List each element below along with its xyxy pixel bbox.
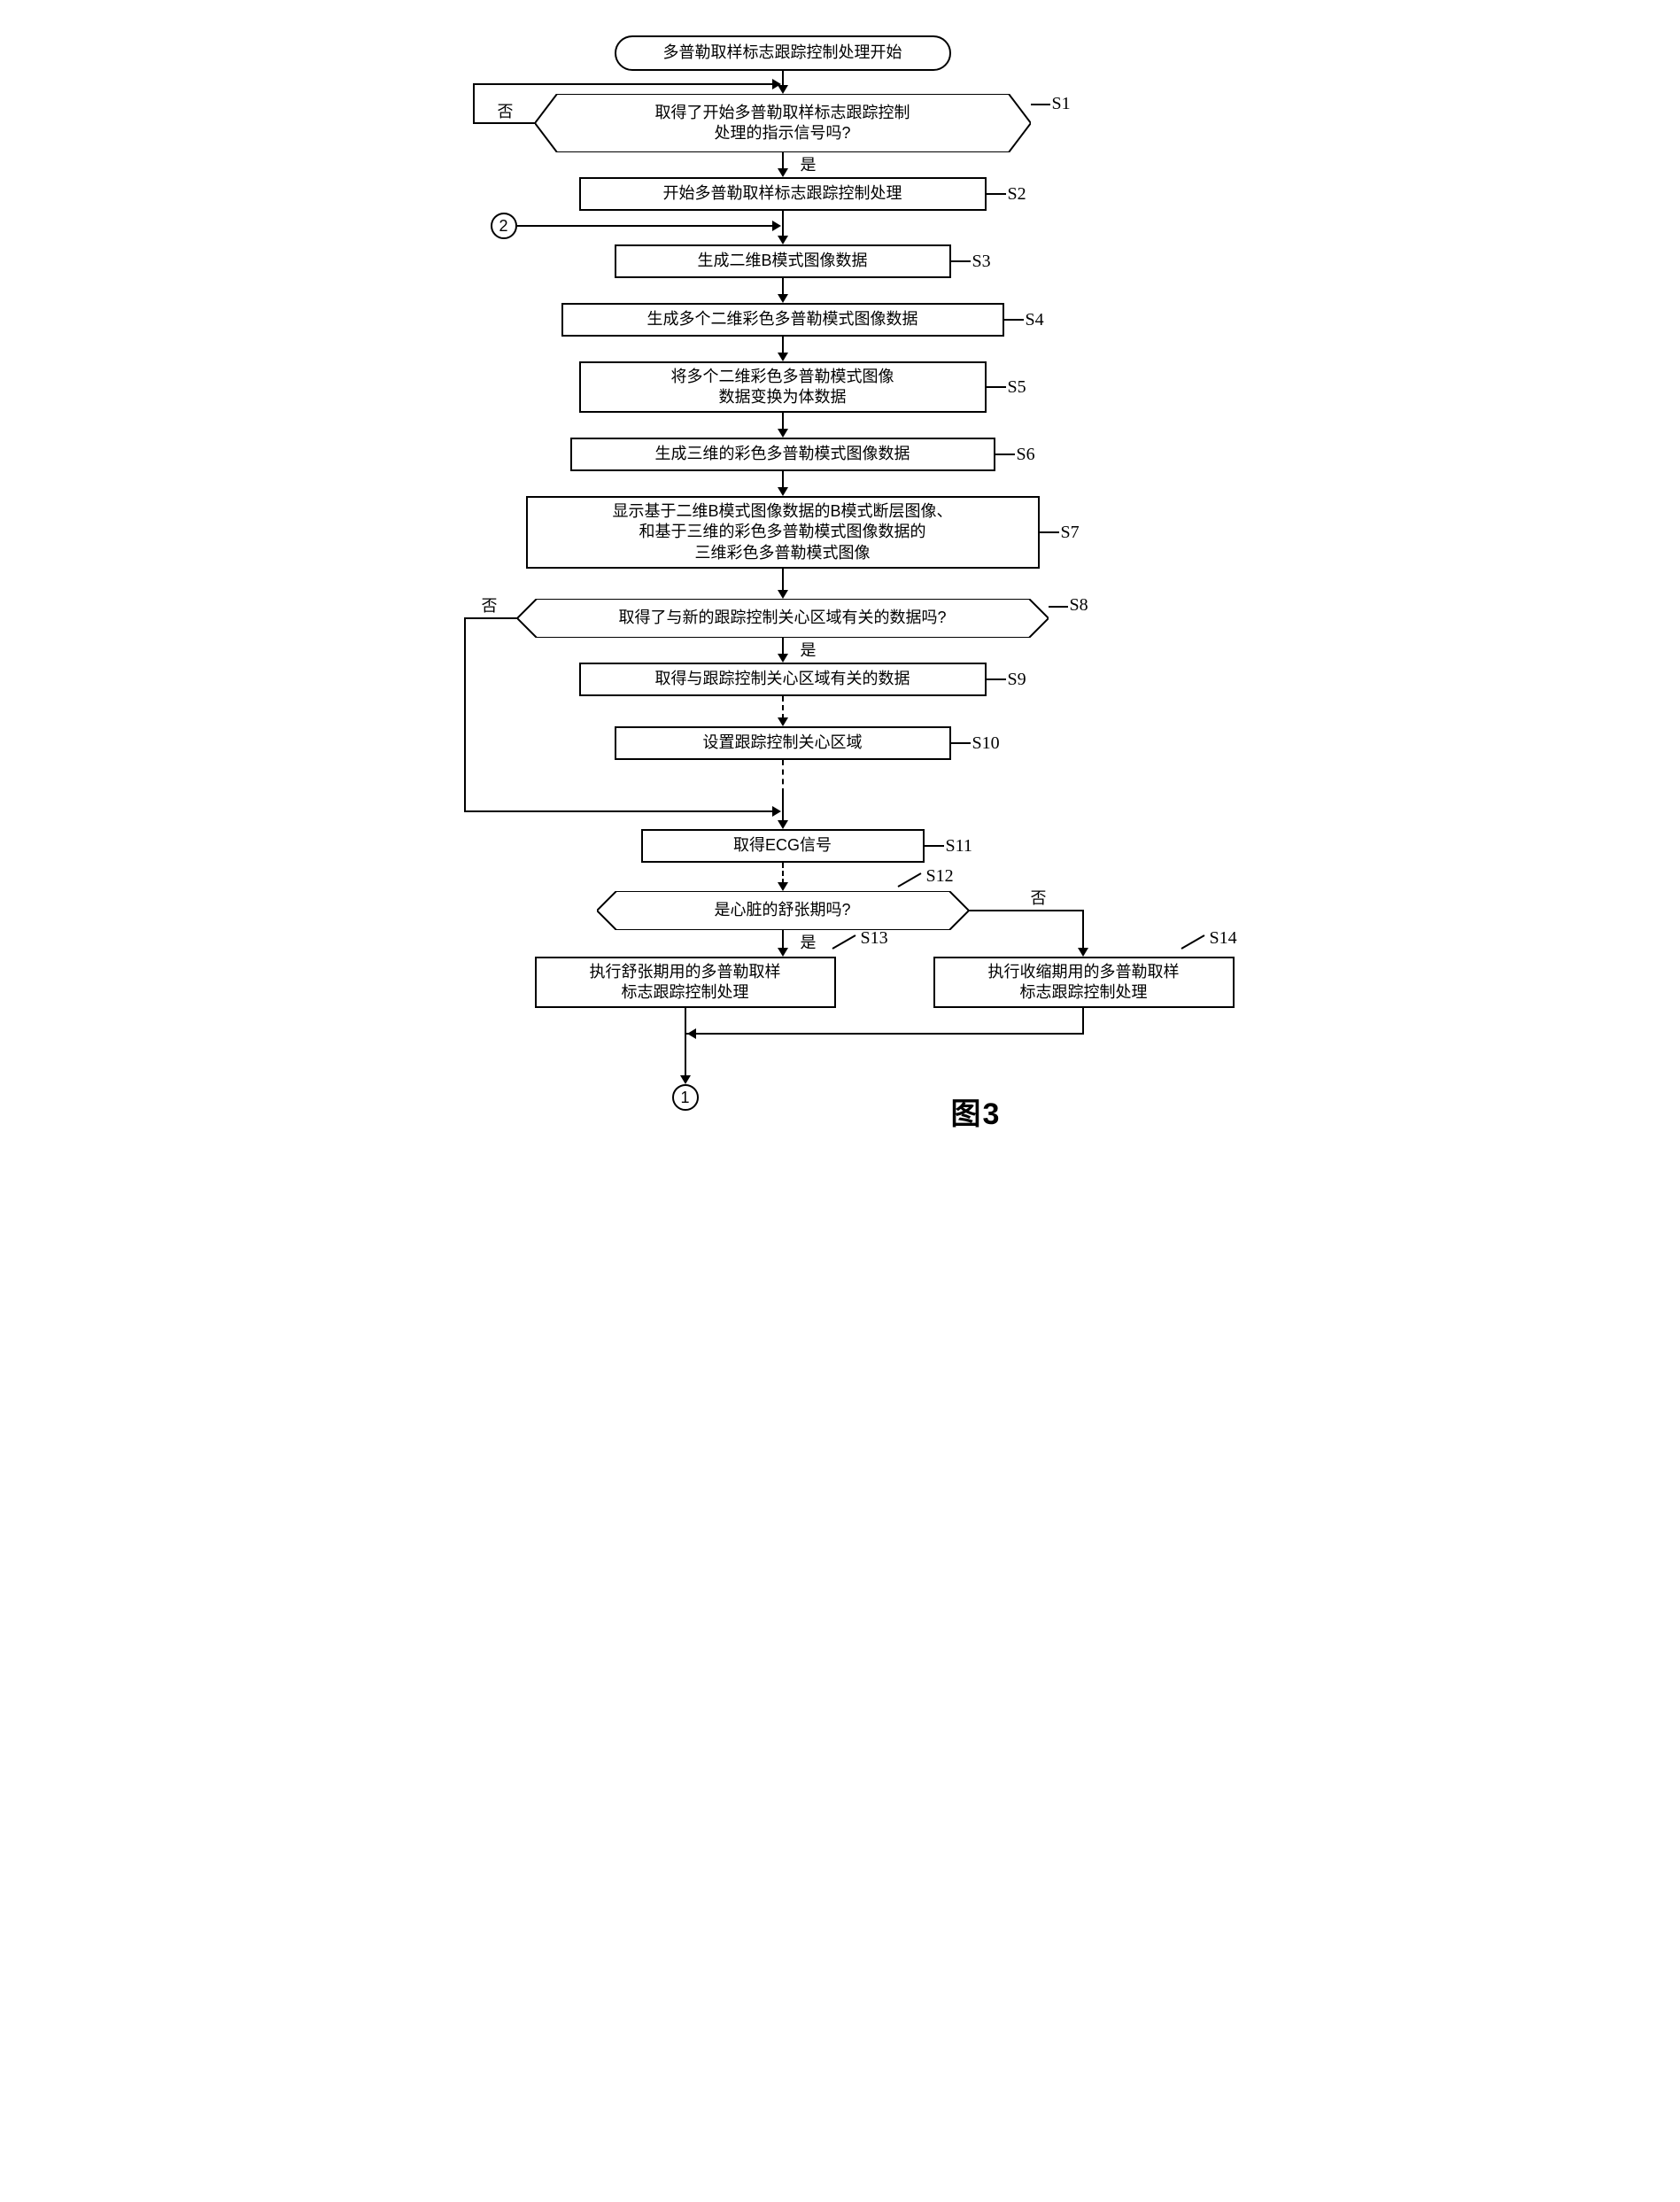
- tag-s7: S7: [1061, 523, 1080, 543]
- figure-label: 图3: [951, 1089, 1002, 1133]
- connector-1-label: 1: [680, 1089, 689, 1107]
- yes-s1: 是: [801, 152, 817, 175]
- tag-s6: S6: [1017, 445, 1035, 465]
- node-s7-text: 显示基于二维B模式图像数据的B模式断层图像、 和基于三维的彩色多普勒模式图像数据…: [612, 501, 952, 563]
- node-start-text: 多普勒取样标志跟踪控制处理开始: [663, 43, 902, 63]
- connector-2-label: 2: [499, 217, 507, 236]
- node-s6: 生成三维的彩色多普勒模式图像数据: [570, 438, 995, 471]
- node-s1: 取得了开始多普勒取样标志跟踪控制 处理的指示信号吗?: [535, 94, 1031, 152]
- node-start: 多普勒取样标志跟踪控制处理开始: [615, 35, 951, 71]
- no-s12: 否: [1031, 886, 1047, 909]
- node-s7: 显示基于二维B模式图像数据的B模式断层图像、 和基于三维的彩色多普勒模式图像数据…: [526, 496, 1040, 569]
- node-s11: 取得ECG信号: [641, 829, 925, 863]
- node-s5: 将多个二维彩色多普勒模式图像 数据变换为体数据: [579, 361, 987, 413]
- tag-s11: S11: [946, 836, 972, 857]
- tag-s3: S3: [972, 252, 991, 272]
- node-s6-text: 生成三维的彩色多普勒模式图像数据: [655, 444, 910, 464]
- node-s13-text: 执行舒张期用的多普勒取样 标志跟踪控制处理: [590, 962, 781, 1004]
- node-s8: 取得了与新的跟踪控制关心区域有关的数据吗?: [517, 599, 1049, 638]
- tag-s14: S14: [1210, 928, 1237, 949]
- node-s9-text: 取得与跟踪控制关心区域有关的数据: [655, 669, 910, 689]
- tag-s5: S5: [1008, 377, 1026, 398]
- no-s8: 否: [482, 593, 498, 616]
- no-s1: 否: [498, 99, 514, 122]
- node-s12: 是心脏的舒张期吗?: [597, 891, 969, 930]
- node-s5-text: 将多个二维彩色多普勒模式图像 数据变换为体数据: [671, 367, 894, 408]
- connector-2: 2: [491, 213, 517, 239]
- node-s12-text: 是心脏的舒张期吗?: [714, 900, 850, 920]
- node-s4-text: 生成多个二维彩色多普勒模式图像数据: [647, 309, 918, 330]
- node-s11-text: 取得ECG信号: [733, 835, 832, 856]
- yes-s12: 是: [801, 930, 817, 953]
- tag-s4: S4: [1026, 310, 1044, 330]
- node-s13: 执行舒张期用的多普勒取样 标志跟踪控制处理: [535, 957, 836, 1008]
- tag-s13: S13: [861, 928, 888, 949]
- tag-s2: S2: [1008, 184, 1026, 205]
- node-s8-text: 取得了与新的跟踪控制关心区域有关的数据吗?: [618, 608, 946, 628]
- node-s3: 生成二维B模式图像数据: [615, 244, 951, 278]
- node-s10-text: 设置跟踪控制关心区域: [703, 733, 863, 753]
- flowchart-canvas: 多普勒取样标志跟踪控制处理开始 取得了开始多普勒取样标志跟踪控制 处理的指示信号…: [420, 35, 1261, 1143]
- node-s4: 生成多个二维彩色多普勒模式图像数据: [561, 303, 1004, 337]
- node-s2-text: 开始多普勒取样标志跟踪控制处理: [663, 183, 902, 204]
- tag-s9: S9: [1008, 670, 1026, 690]
- tag-s1: S1: [1052, 94, 1071, 114]
- node-s14-text: 执行收缩期用的多普勒取样 标志跟踪控制处理: [988, 962, 1180, 1004]
- node-s10: 设置跟踪控制关心区域: [615, 726, 951, 760]
- node-s9: 取得与跟踪控制关心区域有关的数据: [579, 663, 987, 696]
- node-s1-text: 取得了开始多普勒取样标志跟踪控制 处理的指示信号吗?: [655, 103, 910, 144]
- tag-s8: S8: [1070, 595, 1088, 616]
- connector-1: 1: [672, 1084, 699, 1111]
- tag-s12: S12: [926, 866, 954, 887]
- tag-s10: S10: [972, 733, 1000, 754]
- yes-s8: 是: [801, 638, 817, 661]
- node-s2: 开始多普勒取样标志跟踪控制处理: [579, 177, 987, 211]
- node-s3-text: 生成二维B模式图像数据: [697, 251, 867, 271]
- node-s14: 执行收缩期用的多普勒取样 标志跟踪控制处理: [933, 957, 1235, 1008]
